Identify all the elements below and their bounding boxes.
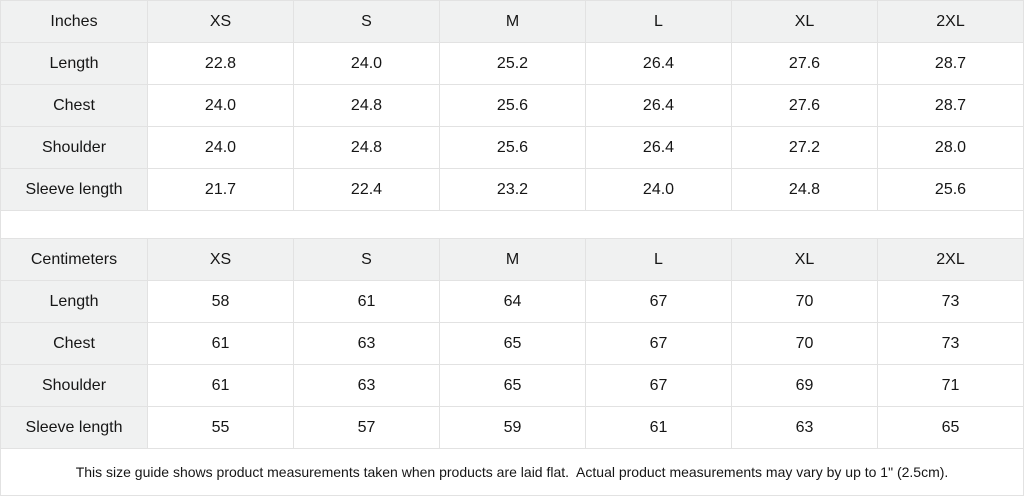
measurement-cell: 28.7 <box>877 42 1024 85</box>
size-header-cell: M <box>439 238 586 281</box>
row-label-cell: Sleeve length <box>0 406 148 449</box>
table-row: Sleeve length 55 57 59 61 63 65 <box>0 406 1024 449</box>
measurement-cell: 22.4 <box>293 168 440 211</box>
inches-size-table: Inches XS S M L XL 2XL Length 22.8 24.0 25.2 26.4 2… <box>0 0 1024 211</box>
measurement-cell: 24.8 <box>731 168 878 211</box>
measurement-cell: 61 <box>147 364 294 407</box>
measurement-cell: 25.6 <box>439 84 586 127</box>
measurement-cell: 67 <box>585 322 732 365</box>
measurement-cell: 73 <box>877 322 1024 365</box>
measurement-cell: 61 <box>585 406 732 449</box>
size-header-cell: XL <box>731 0 878 43</box>
table-row: Chest 61 63 65 67 70 73 <box>0 322 1024 365</box>
unit-label-cell: Centimeters <box>0 238 148 281</box>
table-row: Shoulder 24.0 24.8 25.6 26.4 27.2 28.0 <box>0 126 1024 169</box>
measurement-cell: 28.0 <box>877 126 1024 169</box>
measurement-cell: 58 <box>147 280 294 323</box>
table-gap <box>0 211 1024 238</box>
size-header-cell: M <box>439 0 586 43</box>
measurement-cell: 26.4 <box>585 84 732 127</box>
unit-label-cell: Inches <box>0 0 148 43</box>
row-label-cell: Shoulder <box>0 126 148 169</box>
measurement-cell: 63 <box>731 406 878 449</box>
size-header-cell: XL <box>731 238 878 281</box>
measurement-cell: 27.6 <box>731 42 878 85</box>
row-label-cell: Length <box>0 42 148 85</box>
measurement-cell: 67 <box>585 280 732 323</box>
inches-header-row: Inches XS S M L XL 2XL <box>0 0 1024 43</box>
row-label-cell: Chest <box>0 322 148 365</box>
size-header-cell: 2XL <box>877 238 1024 281</box>
table-row: Shoulder 61 63 65 67 69 71 <box>0 364 1024 407</box>
row-label-cell: Chest <box>0 84 148 127</box>
measurement-cell: 63 <box>293 364 440 407</box>
measurement-cell: 25.6 <box>439 126 586 169</box>
measurement-cell: 67 <box>585 364 732 407</box>
measurement-cell: 73 <box>877 280 1024 323</box>
measurement-cell: 61 <box>293 280 440 323</box>
measurement-cell: 71 <box>877 364 1024 407</box>
measurement-cell: 28.7 <box>877 84 1024 127</box>
measurement-cell: 59 <box>439 406 586 449</box>
centimeters-size-table: Centimeters XS S M L XL 2XL Length 58 61 64 67 70 73… <box>0 238 1024 449</box>
measurement-cell: 27.6 <box>731 84 878 127</box>
row-label-cell: Length <box>0 280 148 323</box>
measurement-cell: 25.6 <box>877 168 1024 211</box>
measurement-cell: 63 <box>293 322 440 365</box>
table-row: Chest 24.0 24.8 25.6 26.4 27.6 28.7 <box>0 84 1024 127</box>
row-label-cell: Sleeve length <box>0 168 148 211</box>
measurement-cell: 55 <box>147 406 294 449</box>
size-header-cell: 2XL <box>877 0 1024 43</box>
measurement-cell: 65 <box>877 406 1024 449</box>
measurement-cell: 24.0 <box>147 126 294 169</box>
size-header-cell: XS <box>147 0 294 43</box>
measurement-cell: 57 <box>293 406 440 449</box>
measurement-cell: 65 <box>439 322 586 365</box>
measurement-cell: 24.8 <box>293 84 440 127</box>
row-label-cell: Shoulder <box>0 364 148 407</box>
measurement-cell: 26.4 <box>585 126 732 169</box>
centimeters-header-row: Centimeters XS S M L XL 2XL <box>0 238 1024 281</box>
measurement-cell: 69 <box>731 364 878 407</box>
measurement-cell: 24.0 <box>585 168 732 211</box>
measurement-cell: 27.2 <box>731 126 878 169</box>
table-row: Length 22.8 24.0 25.2 26.4 27.6 28.7 <box>0 42 1024 85</box>
measurement-cell: 26.4 <box>585 42 732 85</box>
size-header-cell: L <box>585 0 732 43</box>
measurement-cell: 23.2 <box>439 168 586 211</box>
measurement-cell: 70 <box>731 280 878 323</box>
measurement-cell: 64 <box>439 280 586 323</box>
measurement-cell: 22.8 <box>147 42 294 85</box>
measurement-cell: 24.0 <box>293 42 440 85</box>
size-header-cell: XS <box>147 238 294 281</box>
measurement-cell: 24.0 <box>147 84 294 127</box>
measurement-cell: 24.8 <box>293 126 440 169</box>
size-header-cell: L <box>585 238 732 281</box>
measurement-cell: 21.7 <box>147 168 294 211</box>
measurement-cell: 70 <box>731 322 878 365</box>
measurement-cell: 65 <box>439 364 586 407</box>
size-header-cell: S <box>293 0 440 43</box>
table-row: Sleeve length 21.7 22.4 23.2 24.0 24.8 25.6 <box>0 168 1024 211</box>
size-header-cell: S <box>293 238 440 281</box>
measurement-cell: 25.2 <box>439 42 586 85</box>
table-row: Length 58 61 64 67 70 73 <box>0 280 1024 323</box>
size-guide-disclaimer: This size guide shows product measuremen… <box>0 449 1024 496</box>
measurement-cell: 61 <box>147 322 294 365</box>
